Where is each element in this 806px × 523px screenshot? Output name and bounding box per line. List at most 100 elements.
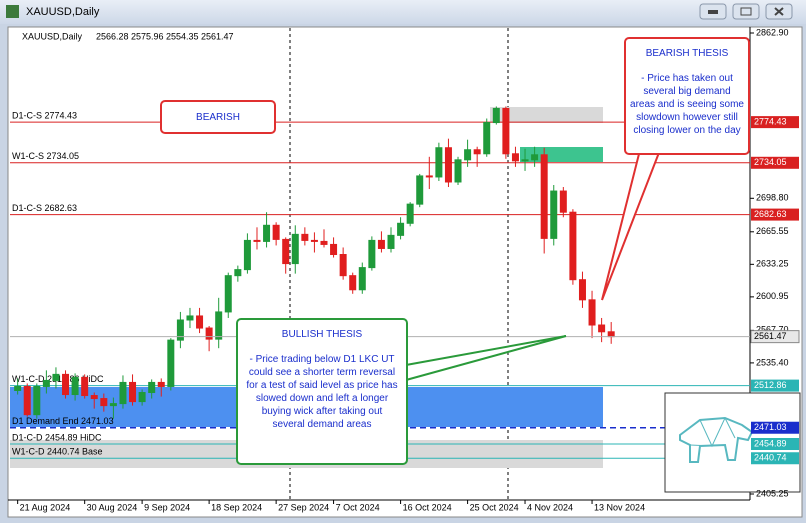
ohlc-open: 2566.28: [96, 31, 129, 41]
callout-text: - Price has taken out several big demand…: [630, 73, 744, 136]
x-tick-label: 27 Sep 2024: [278, 502, 329, 512]
candle-body: [377, 239, 385, 249]
candle-body: [157, 381, 165, 387]
candle-body: [52, 373, 60, 381]
candle-body: [167, 339, 175, 387]
candle-body: [598, 324, 606, 333]
candle-body: [14, 385, 22, 391]
candle-body: [215, 311, 223, 340]
candle-body: [492, 107, 500, 124]
price-label-box: [751, 421, 799, 434]
price-label: 2512.86: [754, 380, 787, 390]
candle-body: [578, 279, 586, 301]
price-label: 2454.89: [754, 438, 787, 448]
title-bar: [0, 0, 806, 24]
candle-body: [330, 243, 338, 256]
candle-body: [148, 381, 156, 394]
ohlc-low: 2554.35: [166, 31, 199, 41]
candle-body: [62, 373, 70, 396]
candle-body: [406, 203, 414, 224]
x-tick-label: 30 Aug 2024: [87, 502, 138, 512]
candle-body: [90, 395, 98, 400]
candle-body: [71, 376, 79, 396]
ohlc-close: 2561.47: [201, 31, 234, 41]
candle-body: [349, 275, 357, 291]
maximize-button[interactable]: [732, 3, 760, 20]
y-tick-label: 2535.40: [756, 357, 789, 367]
candle-body: [205, 327, 213, 340]
candle-body: [109, 403, 117, 407]
price-label-box: [751, 452, 799, 465]
level-label: D1-C-D 2454.89 HiDC: [12, 432, 102, 442]
price-label: 2682.63: [754, 209, 787, 219]
candle-body: [368, 239, 376, 269]
y-tick-label: 2600.95: [756, 291, 789, 301]
x-tick-label: 16 Oct 2024: [403, 502, 452, 512]
x-tick-label: 18 Sep 2024: [211, 502, 262, 512]
candle-body: [540, 154, 548, 239]
candle-body: [129, 381, 137, 403]
candle-body: [224, 275, 232, 313]
candle-body: [176, 319, 184, 341]
bear-logo: [664, 392, 801, 493]
candle-body: [521, 159, 529, 162]
candle-body: [138, 392, 146, 403]
y-tick-label: 2405.25: [756, 488, 789, 498]
window-icon: [6, 5, 19, 18]
window-buttons[interactable]: [699, 3, 793, 20]
candle-body: [282, 238, 290, 265]
plot: D1-C-S 2774.43 W1-C-S 2734.05 D1-C-S 2682.…: [10, 106, 750, 459]
chart-symbol: XAUUSD,Daily: [22, 31, 83, 41]
callout-title: BEARISH: [196, 112, 240, 123]
price-label: 2774.43: [754, 116, 787, 126]
x-tick-label: 4 Nov 2024: [527, 502, 573, 512]
candle-body: [511, 153, 519, 162]
price-label: 2440.74: [754, 453, 787, 463]
candle-body: [81, 376, 89, 397]
price-label-box: [751, 156, 799, 169]
y-tick-label: 2862.90: [756, 27, 789, 37]
bearish-thesis-callout: BEARISH THESIS - Price has taken out seve…: [624, 37, 750, 155]
level-label: W1-C-S 2734.05: [12, 151, 79, 161]
price-label-box: [751, 208, 799, 221]
candle-body: [444, 147, 452, 183]
candle-body: [243, 239, 251, 271]
level-label: W1-C-D 2440.74 Base: [12, 447, 103, 457]
candle-body: [186, 315, 194, 321]
candle-body: [196, 315, 204, 329]
candle-body: [234, 269, 242, 277]
callout-title: BULLISH THESIS: [281, 329, 363, 340]
y-tick-label: 2567.70: [756, 325, 789, 335]
candle-body: [454, 159, 462, 183]
callout-title: BEARISH THESIS: [645, 48, 729, 59]
x-tick-label: 9 Sep 2024: [144, 502, 190, 512]
ohlc-high: 2575.96: [131, 31, 164, 41]
price-label-box: [750, 330, 800, 344]
candle-body: [397, 222, 405, 236]
price-label: 2471.03: [754, 422, 787, 432]
candle-body: [559, 190, 567, 213]
candle-body: [263, 224, 271, 242]
price-label-box: [751, 379, 799, 392]
candle-body: [502, 107, 510, 155]
level-label: D1-C-S 2682.63: [12, 203, 77, 213]
x-tick-label: 21 Aug 2024: [20, 502, 71, 512]
price-label-box: [751, 437, 799, 450]
bearish-callout: BEARISH: [160, 100, 276, 134]
candle-body: [358, 267, 366, 291]
y-tick-label: 2665.55: [756, 226, 789, 236]
window-title: XAUUSD,Daily: [26, 6, 100, 18]
price-label-box: [751, 116, 799, 129]
candle-body: [301, 233, 309, 241]
candle-body: [272, 224, 280, 240]
x-tick-label: 25 Oct 2024: [470, 502, 519, 512]
supply-zone: [490, 107, 603, 123]
level-label: D1-C-S 2774.43: [12, 110, 77, 120]
x-tick-label: 7 Oct 2024: [336, 502, 380, 512]
candle-body: [416, 175, 424, 205]
y-tick-label: 2698.80: [756, 193, 789, 203]
candle-body: [425, 175, 433, 178]
callout-pointer: [601, 149, 661, 301]
candle-body: [253, 239, 261, 242]
price-label: 2561.47: [754, 331, 787, 341]
